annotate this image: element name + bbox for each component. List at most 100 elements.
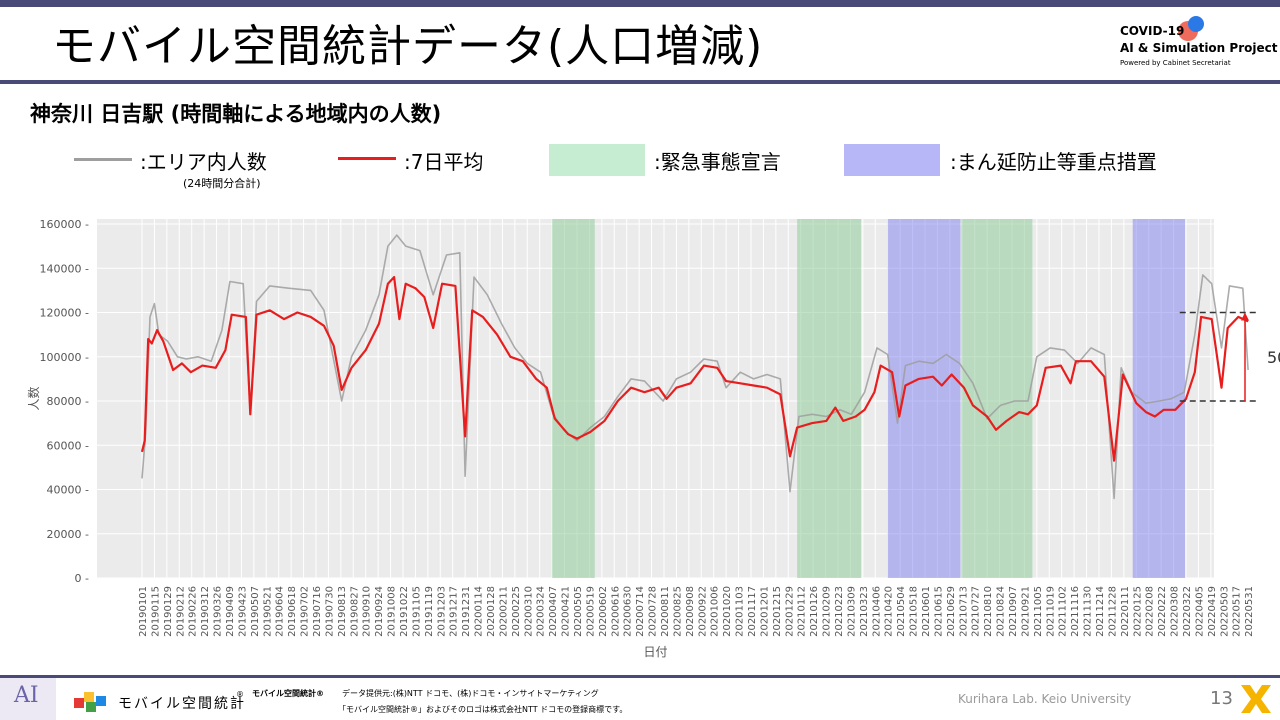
covid-project-logo: COVID-19 AI & Simulation Project Powered… — [1118, 14, 1277, 72]
x-tick-label: 20200811 — [660, 586, 671, 637]
title-divider — [0, 80, 1280, 84]
annotation-arrow-head — [1241, 312, 1249, 321]
x-tick-label: 20201020 — [722, 586, 733, 637]
x-tick-label: 20200211 — [498, 586, 509, 637]
x-tick-label: 20220111 — [1120, 586, 1131, 637]
x-tick-label: 20210601 — [921, 586, 932, 637]
x-tick-label: 20220322 — [1182, 586, 1193, 637]
x-tick-label: 20210727 — [971, 586, 982, 637]
y-tick-label: 0 - — [75, 572, 89, 585]
y-tick-label: 40000 - — [47, 484, 89, 497]
x-tick-label: 20190326 — [213, 586, 224, 637]
top-accent-bar — [0, 0, 1280, 7]
x-tick-label: 20210309 — [846, 586, 857, 637]
legend-green-label: :緊急事態宣言 — [654, 150, 781, 174]
x-tick-label: 20190521 — [262, 586, 273, 637]
x-tick-label: 20200407 — [548, 586, 559, 637]
x-tick-label: 20210713 — [958, 586, 969, 637]
x-tick-label: 20191217 — [449, 586, 460, 637]
x-tick-label: 20220125 — [1132, 586, 1143, 637]
priority-period-band — [887, 219, 961, 578]
x-tick-label: 20191008 — [387, 586, 398, 637]
x-tick-label: 20200225 — [511, 586, 522, 637]
x-tick-label: 20211102 — [1058, 586, 1069, 637]
logo-line-3: Powered by Cabinet Secretariat — [1120, 59, 1231, 67]
x-tick-label: 20190910 — [362, 586, 373, 637]
footer-source-title: モバイル空間統計® — [252, 689, 324, 698]
series-line-7day-average — [140, 275, 1249, 462]
x-tick-label: 20190423 — [237, 586, 248, 637]
x-tick-label: 20201229 — [784, 586, 795, 637]
x-tick-label: 20200519 — [585, 586, 596, 637]
lab-logo-mark: AI — [14, 683, 39, 708]
x-tick-label: 20190813 — [337, 586, 348, 637]
page-title: モバイル空間統計データ(人口増減) — [52, 21, 764, 72]
x-tick-label: 20220222 — [1157, 586, 1168, 637]
emergency-period-band — [961, 219, 1033, 578]
logo-line-2: AI & Simulation Project — [1120, 41, 1278, 55]
mobile-stats-cube-icon — [74, 692, 106, 712]
x-tick-label: 20220531 — [1244, 586, 1255, 637]
x-tick-label: 20220405 — [1194, 586, 1205, 637]
logo-blue-dot — [1188, 16, 1204, 32]
footer-source-text: データ提供元:(株)NTT ドコモ、(株)ドコモ・インサイトマーケティング — [342, 689, 599, 698]
x-tick-label: 20200324 — [536, 586, 547, 637]
x-tick-label: 20210810 — [983, 586, 994, 637]
logo-line-1: COVID-19 — [1120, 24, 1185, 38]
y-axis-label: 人数 — [26, 386, 41, 410]
legend-blue-swatch — [844, 144, 940, 176]
priority-period-band — [1132, 219, 1186, 578]
page-number: 13 — [1210, 688, 1233, 709]
x-tick-label: 20210420 — [884, 586, 895, 637]
x-tick-label: 20190312 — [200, 586, 211, 637]
plot-area — [97, 219, 1214, 578]
x-tick-label: 20191231 — [461, 586, 472, 637]
y-tick-label: 140000 - — [40, 262, 89, 275]
x-tick-label: 20210824 — [996, 586, 1007, 637]
y-tick-label: 60000 - — [47, 439, 89, 452]
x-tick-label: 20190101 — [138, 586, 149, 637]
legend-blue-label: :まん延防止等重点措置 — [950, 150, 1157, 174]
x-tick-label: 20220308 — [1170, 586, 1181, 637]
x-tick-label: 20200630 — [623, 586, 634, 637]
x-tick-label: 20200421 — [561, 586, 572, 637]
legend-gray-sublabel: (24時間分合計) — [183, 177, 261, 190]
x-tick-label: 20190702 — [300, 586, 311, 637]
x-tick-label: 20200728 — [648, 586, 659, 637]
x-tick-label: 20210907 — [1008, 586, 1019, 637]
x-tick-label: 20190409 — [225, 586, 236, 637]
x-tick-label: 20190924 — [374, 586, 385, 637]
footer-trademark-note: 「モバイル空間統計®」およびそのロゴは株式会社NTT ドコモの登録商標です。 — [338, 705, 628, 714]
x-tick-label: 20210223 — [834, 586, 845, 637]
x-tick-label: 20190212 — [175, 586, 186, 637]
x-axis-label: 日付 — [643, 645, 667, 659]
x-tick-label: 20201103 — [735, 586, 746, 637]
x-tick-label: 20190604 — [275, 586, 286, 637]
emergency-period-band — [797, 219, 862, 578]
x-tick-label: 20190716 — [312, 586, 323, 637]
y-tick-label: 100000 - — [40, 351, 89, 364]
x-tick-label: 20191119 — [424, 586, 435, 637]
y-tick-label: 20000 - — [47, 528, 89, 541]
legend-red-label: :7日平均 — [404, 150, 484, 174]
x-tick-label: 20210126 — [809, 586, 820, 637]
series-line-area-count — [141, 234, 1249, 500]
x-tick-label: 20191022 — [399, 586, 410, 637]
footer-brand-name: モバイル空間統計 — [118, 696, 246, 712]
x-tick-label: 20190618 — [287, 586, 298, 637]
x-tick-label: 20190827 — [349, 586, 360, 637]
x-tick-label: 20201006 — [710, 586, 721, 637]
x-tick-label: 20210323 — [859, 586, 870, 637]
x-tick-label: 20200114 — [474, 586, 485, 637]
x-tick-label: 20200714 — [635, 586, 646, 637]
x-tick-label: 20201117 — [747, 586, 758, 637]
x-tick-label: 20220208 — [1145, 586, 1156, 637]
footer-lab-name: Kurihara Lab. Keio University — [958, 692, 1132, 706]
x-tick-label: 20200922 — [697, 586, 708, 637]
x-tick-label: 20210615 — [933, 586, 944, 637]
y-tick-label: 160000 - — [40, 218, 89, 231]
x-tick-label: 20210406 — [871, 586, 882, 637]
x-tick-label: 20200505 — [573, 586, 584, 637]
x-tick-label: 20191105 — [411, 586, 422, 637]
x-tick-label: 20200908 — [685, 586, 696, 637]
